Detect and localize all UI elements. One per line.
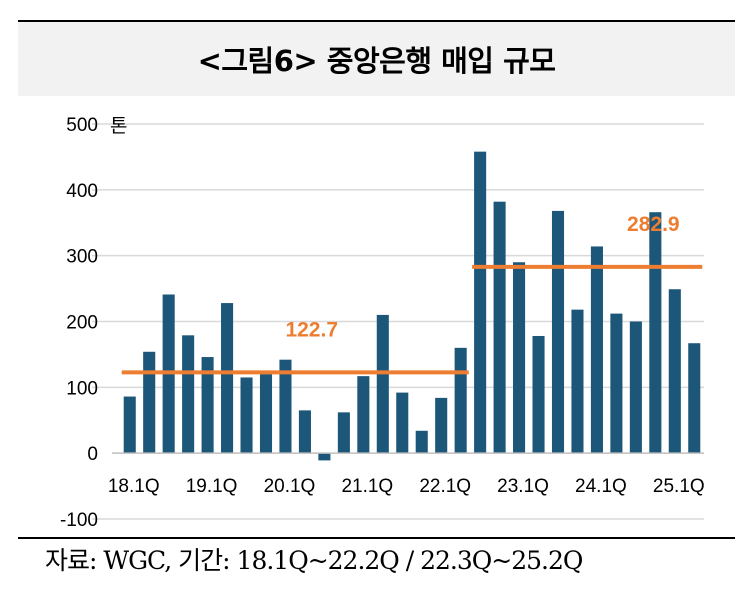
- y-axis-unit: 톤: [110, 115, 127, 137]
- y-tick-label: 200: [66, 313, 98, 334]
- bar-20.1Q: [279, 359, 292, 454]
- bar-22.3Q: [474, 151, 487, 454]
- title-bar: <그림6> 중앙은행 매입 규모: [18, 22, 735, 96]
- x-tick-label: 19.1Q: [186, 476, 238, 497]
- x-tick-label: 24.1Q: [575, 476, 627, 497]
- bar-21.1Q: [357, 376, 370, 454]
- bar-19.1Q: [201, 357, 214, 454]
- bar-22.2Q: [454, 347, 467, 454]
- bar-24.3Q: [629, 321, 642, 454]
- average-label: 122.7: [285, 318, 338, 341]
- bar-25.1Q: [668, 289, 681, 454]
- bar-21.2Q: [376, 314, 389, 454]
- bar-22.4Q: [493, 201, 506, 454]
- bar-24.2Q: [610, 313, 623, 454]
- bar-21.3Q: [396, 392, 409, 454]
- x-tick-label: 20.1Q: [264, 476, 316, 497]
- x-tick-label: 21.1Q: [341, 476, 393, 497]
- bar-19.2Q: [221, 303, 234, 454]
- bar-20.2Q: [298, 410, 311, 454]
- bar-22.1Q: [435, 397, 448, 454]
- top-rule: [18, 20, 735, 22]
- bar-20.4Q: [337, 412, 350, 454]
- bar-18.4Q: [182, 335, 195, 454]
- bar-19.4Q: [259, 374, 273, 454]
- y-tick-label: 500: [66, 115, 98, 136]
- chart-title: <그림6> 중앙은행 매입 규모: [197, 44, 556, 78]
- bar-23.3Q: [551, 210, 565, 454]
- bar-21.4Q: [415, 430, 428, 454]
- bar-24.1Q: [590, 246, 603, 454]
- x-tick-label: 18.1Q: [108, 476, 160, 497]
- bar-18.1Q: [123, 396, 136, 454]
- average-label: 282.9: [627, 213, 680, 236]
- bar-23.1Q: [513, 262, 526, 454]
- bar-19.3Q: [240, 377, 253, 454]
- bar-23.2Q: [532, 335, 545, 454]
- y-tick-label: 400: [66, 181, 98, 202]
- y-tick-label: 300: [66, 247, 98, 268]
- bottom-rule: [18, 537, 735, 539]
- y-tick-label: 0: [87, 444, 98, 465]
- bar-23.4Q: [571, 309, 584, 454]
- bar-18.2Q: [143, 351, 156, 454]
- y-tick-label: 100: [66, 378, 98, 399]
- source-note: 자료: WGC, 기간: 18.1Q~22.2Q / 22.3Q~25.2Q: [45, 546, 583, 575]
- x-tick-label: 23.1Q: [497, 476, 549, 497]
- x-tick-label: 22.1Q: [419, 476, 471, 497]
- bar-25.2Q: [688, 343, 701, 454]
- bar-20.3Q: [318, 453, 331, 461]
- x-tick-label: 25.1Q: [653, 476, 705, 497]
- bar-24.4Q: [649, 212, 662, 454]
- y-tick-label: -100: [60, 510, 98, 531]
